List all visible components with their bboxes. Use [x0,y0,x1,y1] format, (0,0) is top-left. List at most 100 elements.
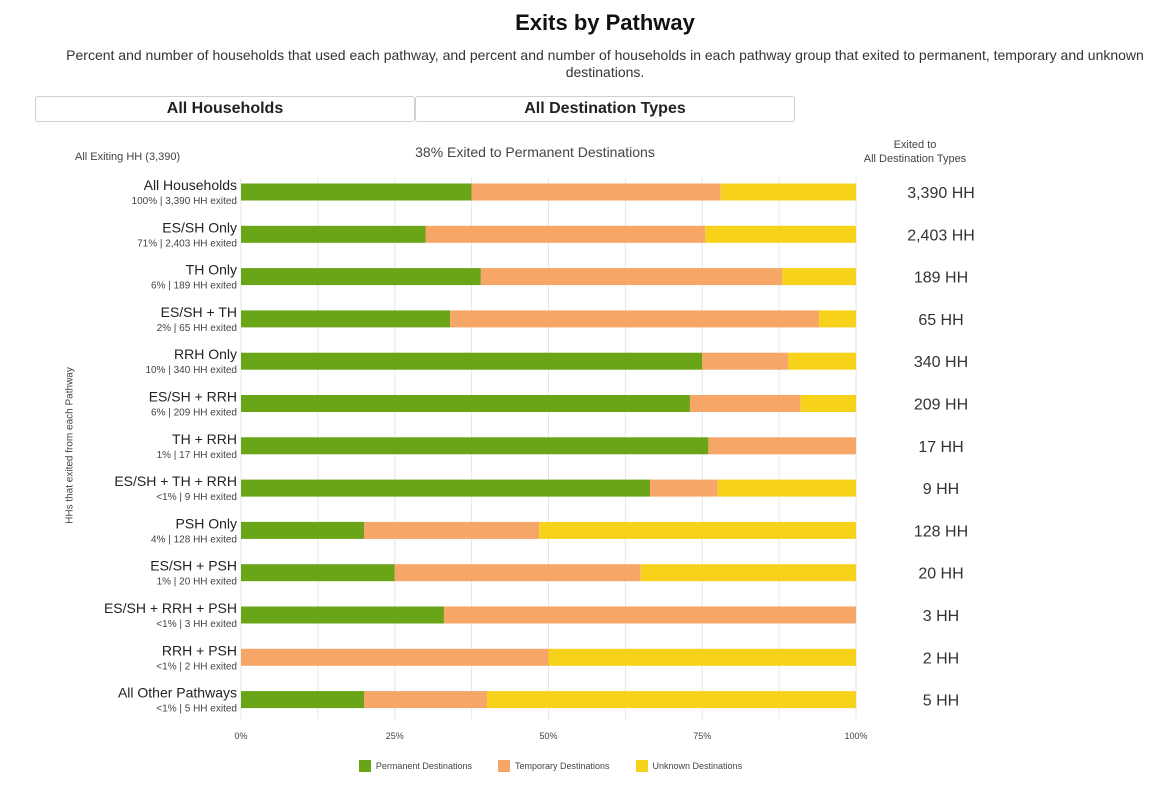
total-hh-label: 3,390 HH [907,185,975,202]
bar-segment [782,268,856,286]
bar-segment [819,310,856,328]
x-tick-label: 50% [539,731,557,741]
total-hh-label: 65 HH [918,312,963,329]
total-hh-label: 2 HH [923,650,959,667]
category-label: TH + RRH [172,431,237,447]
legend-label: Permanent Destinations [375,761,472,771]
chart-legend: Permanent Destinations Temporary Destinat… [35,760,1066,772]
total-hh-label: 189 HH [914,270,968,287]
total-hh-label: 17 HH [918,439,963,456]
totals-header-line1: Exited to [893,139,937,151]
category-label: ES/SH + RRH + PSH [104,600,237,616]
category-sublabel: 2% | 65 HH exited [157,323,237,334]
category-sublabel: 6% | 209 HH exited [151,408,237,419]
category-label: PSH Only [176,515,237,531]
bar-segment [241,437,709,455]
category-sublabel: 10% | 340 HH exited [145,365,237,376]
total-hh-label: 2,403 HH [907,227,975,244]
category-label: ES/SH + PSH [150,558,237,574]
household-filter-dropdown[interactable]: All Households [35,96,415,122]
bar-segment [241,352,703,370]
bar-segment [705,225,856,243]
x-tick-label: 100% [844,731,867,741]
category-label: RRH + PSH [162,642,237,658]
bar-segment [241,648,549,666]
bar-segment [241,225,426,243]
legend-swatch [497,760,510,772]
category-label: All Other Pathways [118,685,237,701]
x-tick-label: 0% [234,731,247,741]
legend-label: Unknown Destinations [652,761,743,771]
legend-item[interactable]: Unknown Destinations [635,760,743,772]
bar-segment [689,395,801,412]
category-sublabel: 1% | 17 HH exited [157,450,237,461]
total-hh-label: 5 HH [923,693,959,710]
bar-segment [788,352,856,370]
category-label: ES/SH + RRH [149,389,237,405]
bar-segment [241,521,364,539]
totals-column-header: Exited to All Destination Types [845,138,985,166]
bar-segment [394,564,641,582]
bar-segment [702,352,789,370]
x-tick-label: 75% [693,731,711,741]
bar-segment [364,521,540,539]
category-label: ES/SH Only [162,219,237,235]
bar-segment [450,310,820,328]
total-hh-label: 209 HH [914,397,968,414]
bar-segment [717,479,856,497]
category-sublabel: <1% | 3 HH exited [156,619,237,630]
bar-segment [241,310,451,328]
category-label: RRH Only [174,346,237,362]
page-subtitle: Percent and number of households that us… [66,47,1144,80]
category-sublabel: <1% | 9 HH exited [156,492,237,503]
legend-swatch [358,760,371,772]
category-sublabel: 71% | 2,403 HH exited [137,238,237,249]
bar-segment [443,606,856,624]
bar-segment [548,648,856,666]
bar-segment [364,691,487,709]
bar-segment [480,268,783,286]
destination-filter-dropdown[interactable]: All Destination Types [415,96,795,122]
legend-item[interactable]: Permanent Destinations [358,760,472,772]
totals-header-line2: All Destination Types [863,153,967,165]
bar-segment [720,183,856,201]
bar-segment [241,606,444,624]
total-hh-label: 3 HH [923,608,959,625]
category-sublabel: 100% | 3,390 HH exited [132,196,237,207]
legend-swatch [635,760,648,772]
legend-label: Temporary Destinations [514,761,610,771]
category-sublabel: 6% | 189 HH exited [151,281,237,292]
bar-segment [649,479,718,497]
category-sublabel: 1% | 20 HH exited [157,577,237,588]
bar-segment [241,268,481,286]
bar-segment [708,437,856,455]
total-hh-label: 20 HH [918,566,963,583]
x-tick-label: 25% [386,731,404,741]
category-label: ES/SH + TH [161,304,237,320]
bar-segment [539,521,856,539]
all-exiting-label: All Exiting HH (3,390) [75,151,181,163]
bar-segment [425,225,706,243]
legend-item[interactable]: Temporary Destinations [497,760,610,772]
total-hh-label: 9 HH [923,481,959,498]
page-title: Exits by Pathway [515,10,695,35]
bar-segment [241,395,690,412]
category-sublabel: 4% | 128 HH exited [151,534,237,545]
category-label: All Households [144,177,237,193]
category-sublabel: <1% | 2 HH exited [156,661,237,672]
category-sublabel: <1% | 5 HH exited [156,704,237,715]
category-label: TH Only [186,262,237,278]
bar-segment [241,479,650,497]
bar-segment [241,183,472,201]
bar-segment [487,691,856,709]
bar-segment [640,564,856,582]
total-hh-label: 128 HH [914,523,968,540]
category-label: ES/SH + TH + RRH [114,473,237,489]
total-hh-label: 340 HH [914,354,968,371]
chart-caption: 38% Exited to Permanent Destinations [415,144,655,160]
bar-segment [800,395,856,412]
bar-segment [241,691,364,709]
bar-segment [241,564,395,582]
bar-segment [471,183,721,201]
